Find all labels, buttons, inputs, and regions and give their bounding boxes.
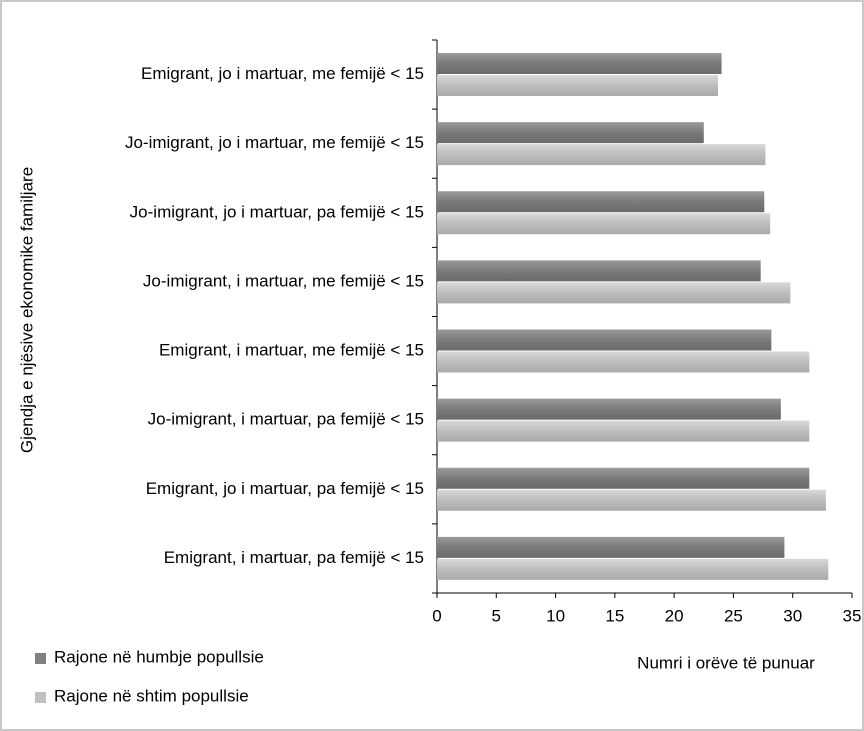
y-tick-label: Emigrant, jo i martuar, pa femijë < 15 (146, 479, 424, 498)
bar (437, 75, 719, 96)
x-tick-label: 20 (665, 606, 684, 625)
bar (437, 213, 771, 235)
x-tick-label: 35 (843, 606, 862, 625)
y-tick-label: Jo-imigrant, i martuar, pa femijë < 15 (148, 410, 424, 429)
y-tick-label: Jo-imigrant, i martuar, me femijë < 15 (143, 271, 424, 290)
y-axis-title: Gjendja e njësive ekonomike familjare (17, 167, 36, 453)
y-tick-label: Emigrant, i martuar, me femijë < 15 (159, 341, 424, 360)
x-tick-label: 15 (605, 606, 624, 625)
y-tick-label: Emigrant, i martuar, pa femijë < 15 (164, 548, 424, 567)
x-tick-label: 25 (724, 606, 743, 625)
x-tick-label: 5 (492, 606, 501, 625)
legend-swatch (35, 653, 46, 664)
bar (437, 489, 826, 511)
bar (437, 122, 704, 144)
bar (437, 191, 765, 213)
legend-label: Rajone në shtim popullsie (54, 686, 249, 705)
x-tick-label: 10 (546, 606, 565, 625)
legend-label: Rajone në humbje popullsie (54, 647, 264, 666)
bar (437, 329, 772, 351)
bar (437, 260, 761, 282)
bar (437, 398, 781, 420)
bar (437, 420, 810, 442)
y-tick-label: Jo-imigrant, jo i martuar, me femijë < 1… (125, 133, 424, 152)
y-tick-label: Jo-imigrant, jo i martuar, pa femijë < 1… (130, 202, 424, 221)
bar (437, 467, 810, 489)
x-tick-label: 0 (432, 606, 441, 625)
x-tick-label: 30 (783, 606, 802, 625)
bar (437, 558, 829, 580)
bar (437, 282, 791, 304)
y-tick-label: Emigrant, jo i martuar, me femijë < 15 (141, 64, 424, 83)
x-axis-title: Numri i orëve të punuar (637, 653, 815, 672)
bar (437, 53, 722, 74)
bar (437, 536, 785, 558)
bar (437, 351, 810, 373)
bar (437, 144, 766, 166)
legend-swatch (35, 692, 46, 703)
